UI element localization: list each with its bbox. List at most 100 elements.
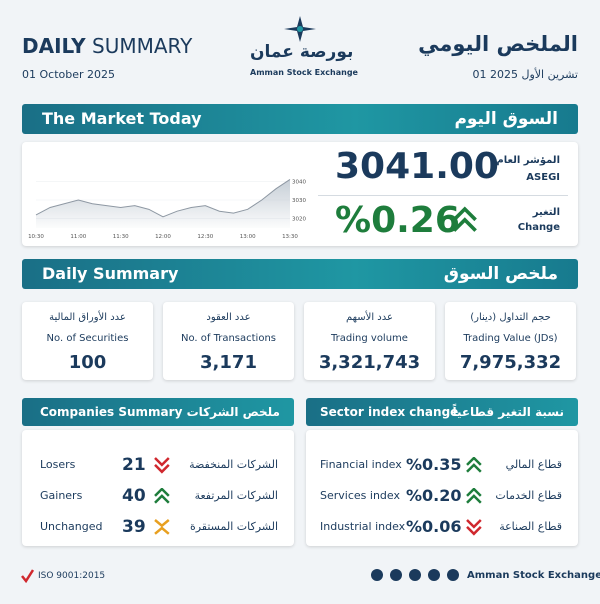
chevron xyxy=(466,488,482,497)
row-value: %0.06 xyxy=(406,517,462,536)
index-value: 3041.00 xyxy=(335,146,499,187)
x-tick-label: 13:00 xyxy=(240,234,256,240)
iso: ISO 9001:2015 xyxy=(38,571,106,581)
card-value: 3,171 xyxy=(200,352,257,373)
row-label: Losers xyxy=(40,458,76,471)
panel-body xyxy=(22,430,294,546)
logo-icon xyxy=(284,16,316,42)
row-value: %0.20 xyxy=(406,486,462,505)
x-tick-label: 11:00 xyxy=(70,234,86,240)
x-tick-label: 13:30 xyxy=(282,234,298,240)
change-value: %0.26 xyxy=(335,200,460,241)
row-label: Financial index xyxy=(320,458,402,471)
iso-check xyxy=(21,569,34,583)
chevron xyxy=(154,457,170,467)
social-icons xyxy=(371,569,459,581)
title-rest: SUMMARY xyxy=(92,34,193,58)
panel-header: Sector index change نسبة التغير قطاعياً xyxy=(306,398,578,426)
footer-name: Amman Stock Exchange xyxy=(467,570,600,581)
y-tick-label: 3040 xyxy=(292,179,306,185)
chevron xyxy=(466,457,482,466)
card-label: No. of Securities xyxy=(46,333,129,344)
card-label-ar: عدد العقود xyxy=(206,312,251,323)
card: عدد الأوراق المالية No. of Securities 100 xyxy=(22,302,153,380)
chevron xyxy=(466,526,482,536)
change-label-ar: التغير xyxy=(532,207,560,218)
index-label: ASEGI xyxy=(526,172,560,183)
chevron xyxy=(154,494,170,504)
date: 01 October 2025 xyxy=(22,68,116,81)
row-value: 21 xyxy=(122,455,146,475)
row-label-ar: الشركات المرتفعة xyxy=(194,489,278,502)
row-icon xyxy=(154,519,170,535)
banner: Daily Summary ملخص السوق xyxy=(22,259,578,289)
row-label: Unchanged xyxy=(40,520,103,533)
card-value: 7,975,332 xyxy=(459,352,562,373)
chevron xyxy=(466,519,482,529)
y-tick-label: 3020 xyxy=(292,217,306,223)
row-value: 39 xyxy=(122,517,146,537)
change-label: Change xyxy=(517,222,560,233)
market-box xyxy=(22,142,578,246)
row-label: Industrial index xyxy=(320,520,406,533)
chevron xyxy=(154,488,170,497)
chevron xyxy=(452,217,477,232)
row-label: Services index xyxy=(320,489,400,502)
panel-title: Companies Summary xyxy=(40,405,183,419)
card: حجم التداول (دينار) Trading Value (JDs) 7,… xyxy=(445,302,576,380)
row-value: %0.35 xyxy=(406,455,462,474)
banner-title-ar: السوق اليوم xyxy=(454,109,558,129)
banner-title: The Market Today xyxy=(42,109,202,128)
title: DAILY SUMMARY xyxy=(22,34,192,58)
title-bold: DAILY xyxy=(22,34,86,58)
card-label-ar: عدد الأسهم xyxy=(346,312,393,323)
row-label: Gainers xyxy=(40,489,83,502)
title-ar: الملخص اليومي xyxy=(418,32,578,56)
panel-body xyxy=(306,430,578,546)
chevron xyxy=(154,519,170,528)
card: عدد الأسهم Trading volume 3,321,743 xyxy=(304,302,435,380)
card: عدد العقود No. of Transactions 3,171 xyxy=(163,302,294,380)
x-tick-label: 12:30 xyxy=(197,234,213,240)
panel-title: Sector index change xyxy=(320,405,459,419)
row-label-ar: قطاع المالي xyxy=(505,458,562,471)
banner: The Market Today السوق اليوم xyxy=(22,104,578,134)
card-label: No. of Transactions xyxy=(180,333,276,344)
card-label: Trading volume xyxy=(331,333,408,344)
x-tick-label: 11:30 xyxy=(113,234,129,240)
row-icon xyxy=(466,457,482,473)
row-label-ar: قطاع الصناعة xyxy=(499,520,562,533)
row-label-ar: الشركات المستقرة xyxy=(189,520,278,533)
banner-title-ar: ملخص السوق xyxy=(443,264,558,284)
panel-title-ar: نسبة التغير قطاعياً xyxy=(452,405,564,419)
panel-header: Companies Summary ملخص الشركات xyxy=(22,398,294,426)
chart: 3020 3030 3040 10:30 11:00 11:30 12:00 12:30 13:… xyxy=(28,179,306,240)
card-value: 100 xyxy=(68,352,107,373)
area xyxy=(36,179,290,228)
logo-en: Amman Stock Exchange xyxy=(250,68,358,77)
panel-title-ar: ملخص الشركات xyxy=(186,405,280,419)
card-label: Trading Value (JDs) xyxy=(463,333,558,344)
x-tick-label: 10:30 xyxy=(28,234,44,240)
card-label-ar: عدد الأوراق المالية xyxy=(49,312,126,323)
chevron xyxy=(466,494,482,504)
row-icon xyxy=(154,457,170,474)
divider xyxy=(318,195,568,196)
y-tick-label: 3030 xyxy=(292,198,306,204)
chevron xyxy=(452,206,477,222)
change-icon xyxy=(452,206,477,232)
chevron xyxy=(466,463,482,473)
row-label-ar: قطاع الخدمات xyxy=(495,489,562,502)
row-icon xyxy=(466,519,482,536)
banner-title: Daily Summary xyxy=(42,264,179,283)
row-label-ar: الشركات المنخفضة xyxy=(189,458,278,471)
x-tick-label: 12:00 xyxy=(155,234,171,240)
index-label-ar: المؤشر العام xyxy=(496,155,560,166)
row-icon xyxy=(154,488,170,504)
date-ar: 01 تشرين الأول 2025 xyxy=(472,68,578,81)
row-value: 40 xyxy=(122,486,146,506)
card-label-ar: حجم التداول (دينار) xyxy=(470,312,551,323)
row-icon xyxy=(466,488,482,504)
chevron xyxy=(154,526,170,535)
logo-ar: بورصة عمان xyxy=(250,42,354,62)
